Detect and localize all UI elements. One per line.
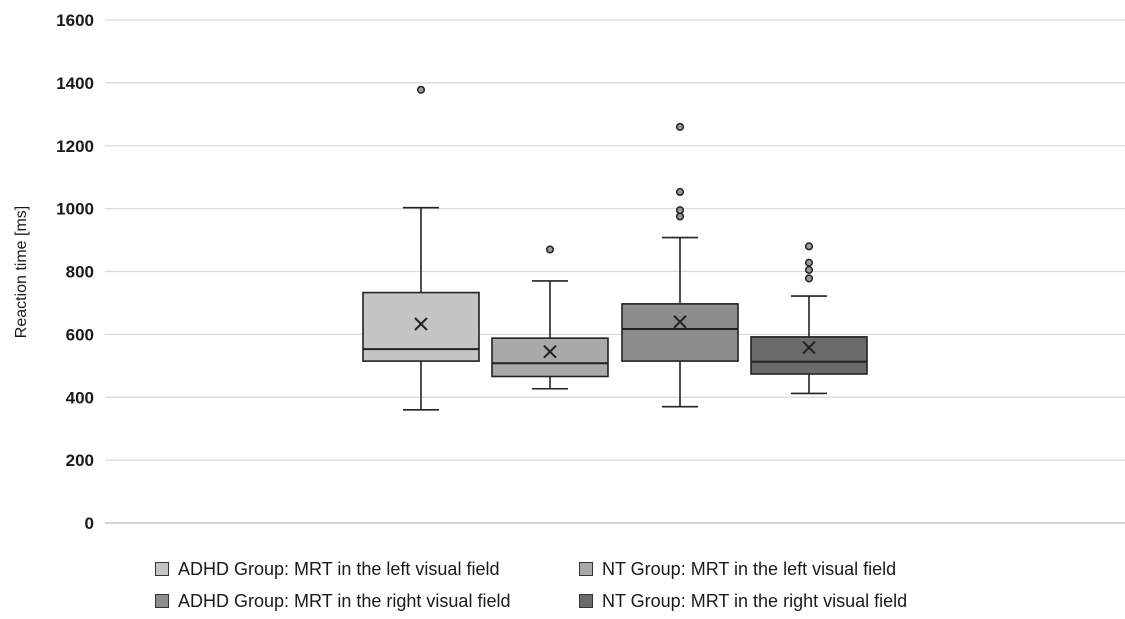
box-3	[621, 122, 739, 408]
y-tick-label-200: 200	[66, 451, 94, 470]
y-tick-label-600: 600	[66, 325, 94, 344]
box-iqr	[621, 303, 739, 362]
mean-marker	[543, 344, 557, 359]
y-tick-label-1400: 1400	[56, 74, 94, 93]
outlier-point	[675, 206, 685, 215]
legend-label-adhd-right: ADHD Group: MRT in the right visual fiel…	[178, 590, 511, 611]
outlier-point	[804, 242, 814, 251]
y-tick-label-1000: 1000	[56, 200, 94, 219]
legend-label-adhd-left: ADHD Group: MRT in the left visual field	[178, 558, 500, 579]
y-tick-label-400: 400	[66, 388, 94, 407]
outlier-point	[804, 265, 814, 274]
box-iqr	[362, 291, 480, 362]
box-1	[362, 85, 480, 411]
box-plot-chart: 0 200 400 600 800 1000 1200 1400 1600 Reaction t…	[13, 11, 1125, 533]
legend-label-nt-right: NT Group: MRT in the right visual field	[602, 590, 908, 611]
mean-marker	[802, 340, 816, 355]
y-tick-label-800: 800	[66, 263, 94, 282]
mean-marker	[414, 317, 428, 331]
legend: ADHD Group: MRT in the left visual field…	[155, 556, 1015, 614]
outlier-point	[804, 258, 814, 267]
box-series	[362, 85, 868, 411]
outlier-point	[675, 122, 685, 131]
legend-swatch-nt-left	[579, 562, 593, 576]
box-iqr	[491, 337, 609, 378]
outlier-point	[804, 274, 814, 283]
legend-swatch-adhd-left	[155, 562, 169, 576]
y-tick-label-0: 0	[85, 514, 94, 533]
legend-label-nt-left: NT Group: MRT in the left visual field	[602, 558, 897, 579]
y-axis-title: Reaction time [ms]	[13, 206, 30, 338]
y-tick-label-1200: 1200	[56, 137, 94, 156]
legend-swatch-adhd-right	[155, 594, 169, 608]
box-2	[491, 245, 609, 390]
legend-item-adhd-left: ADHD Group: MRT in the left visual field	[155, 556, 579, 582]
outlier-point	[675, 187, 685, 197]
outlier-point	[416, 85, 426, 94]
legend-item-nt-right: NT Group: MRT in the right visual field	[579, 588, 979, 614]
y-tick-label-1600: 1600	[56, 11, 94, 30]
legend-swatch-nt-right	[579, 594, 593, 608]
legend-item-nt-left: NT Group: MRT in the left visual field	[579, 556, 979, 582]
y-tick-labels: 0 200 400 600 800 1000 1200 1400 1600	[56, 11, 94, 533]
outlier-point	[545, 245, 555, 254]
box-4	[750, 242, 868, 395]
box-iqr	[750, 336, 868, 375]
mean-marker	[673, 315, 687, 329]
gridlines	[105, 19, 1125, 524]
legend-item-adhd-right: ADHD Group: MRT in the right visual fiel…	[155, 588, 579, 614]
